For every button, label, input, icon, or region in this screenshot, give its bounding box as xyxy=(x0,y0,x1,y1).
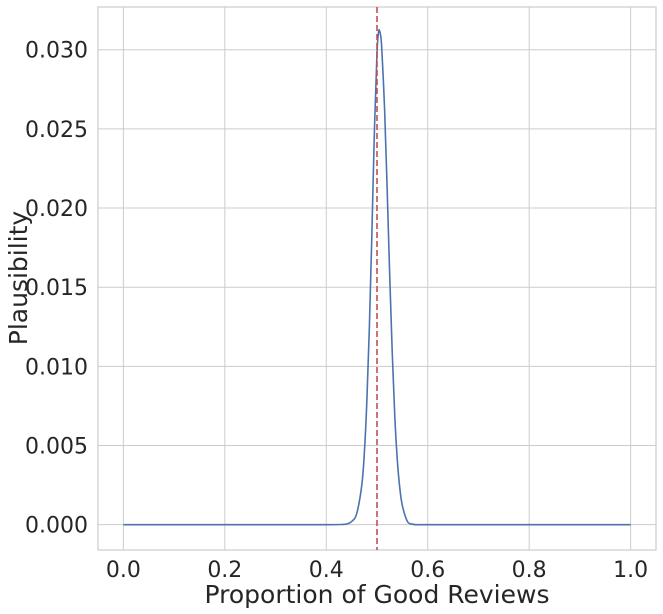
x-tick-label: 0.8 xyxy=(512,558,547,583)
y-tick-label: 0.025 xyxy=(25,118,88,143)
x-tick-label: 0.6 xyxy=(410,558,445,583)
y-tick-label: 0.005 xyxy=(25,435,88,460)
series-line-0 xyxy=(123,28,631,526)
y-axis-label: Plausibility xyxy=(4,211,33,346)
x-axis-label: Proportion of Good Reviews xyxy=(205,580,550,609)
series-layer xyxy=(123,28,631,526)
y-tick-label: 0.010 xyxy=(25,355,88,380)
x-tick-label: 1.0 xyxy=(613,558,648,583)
x-tick-label: 0.2 xyxy=(207,558,242,583)
x-gridlines xyxy=(122,7,632,550)
y-tick-label: 0.030 xyxy=(25,39,88,64)
y-tick-label: 0.015 xyxy=(25,276,88,301)
y-tick-label: 0.000 xyxy=(25,514,88,539)
y-tick-label: 0.020 xyxy=(25,197,88,222)
x-tick-label: 0.0 xyxy=(106,558,141,583)
x-tick-labels: 0.0 0.2 0.4 0.6 0.8 1.0 xyxy=(106,558,648,583)
y-tick-labels: 0.000 0.005 0.010 0.015 0.020 0.025 0.030 xyxy=(25,39,88,539)
x-tick-label: 0.4 xyxy=(309,558,344,583)
